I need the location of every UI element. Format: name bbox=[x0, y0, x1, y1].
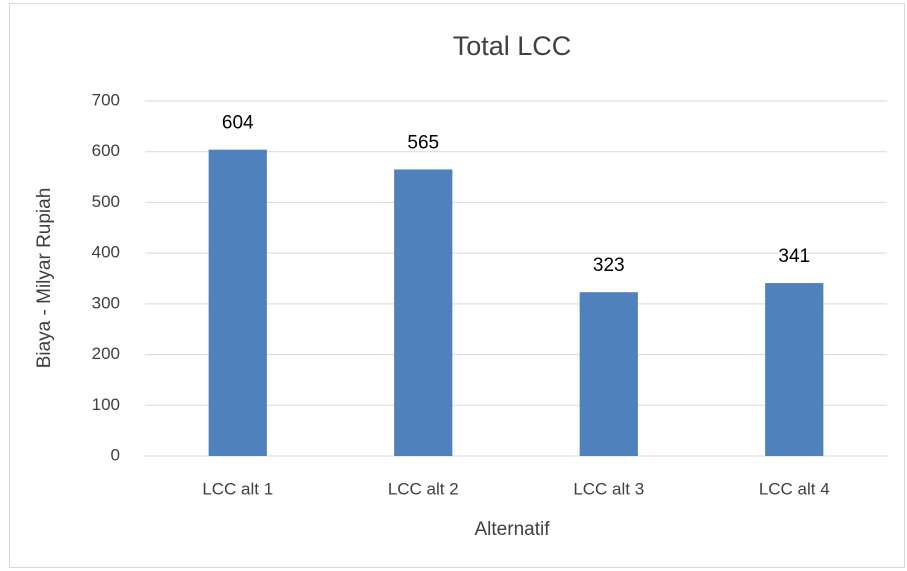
chart-title: Total LCC bbox=[453, 31, 572, 61]
bar bbox=[579, 292, 638, 456]
x-tick-label: LCC alt 2 bbox=[388, 479, 459, 498]
data-label: 565 bbox=[407, 132, 439, 153]
bar bbox=[208, 149, 267, 456]
y-tick-label: 600 bbox=[92, 141, 120, 160]
x-axis-label: Alternatif bbox=[475, 519, 551, 540]
x-tick-label: LCC alt 3 bbox=[573, 479, 644, 498]
y-tick-label: 700 bbox=[92, 90, 120, 109]
x-tick-label: LCC alt 4 bbox=[759, 479, 830, 498]
y-tick-label: 0 bbox=[111, 445, 120, 464]
chart-border bbox=[9, 3, 905, 568]
y-axis-label: Biaya - Milyar Rupiah bbox=[34, 188, 55, 369]
bar bbox=[394, 169, 453, 456]
y-tick-label: 100 bbox=[92, 395, 120, 414]
x-tick-label: LCC alt 1 bbox=[202, 479, 273, 498]
y-tick-label: 400 bbox=[92, 243, 120, 262]
y-tick-label: 500 bbox=[92, 192, 120, 211]
y-tick-label: 300 bbox=[92, 293, 120, 312]
data-label: 341 bbox=[778, 246, 810, 267]
data-label: 604 bbox=[222, 113, 254, 134]
bar bbox=[765, 283, 824, 456]
y-tick-label: 200 bbox=[92, 344, 120, 363]
data-label: 323 bbox=[593, 255, 625, 276]
